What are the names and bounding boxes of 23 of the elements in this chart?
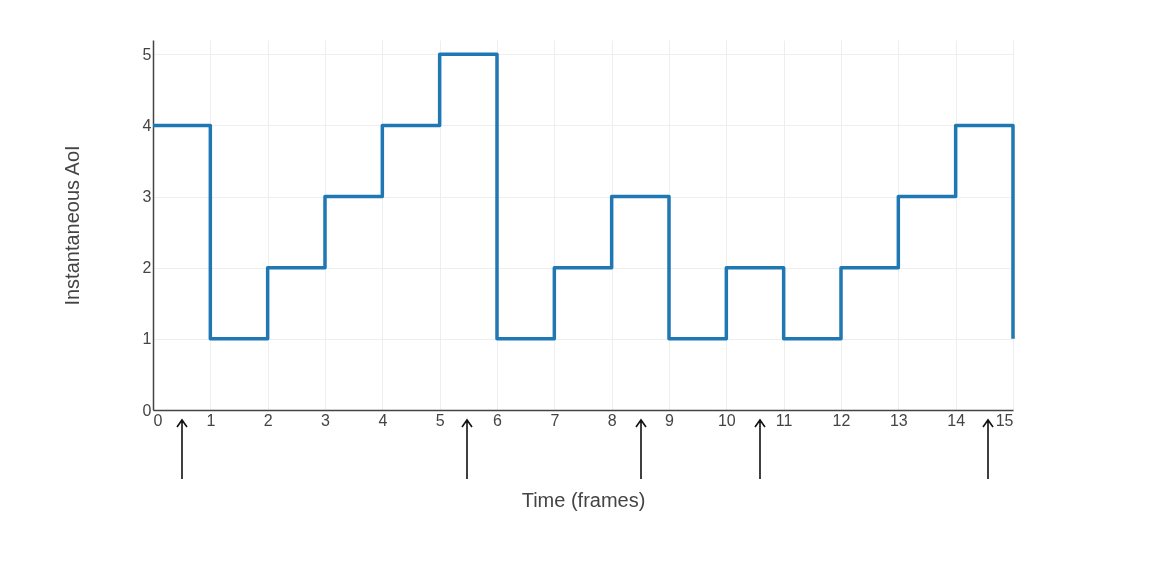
x-tick-label: 3 bbox=[321, 411, 331, 429]
x-tick-label: 13 bbox=[889, 411, 908, 429]
y-axis-title: Instantaneous AoI bbox=[60, 145, 83, 306]
x-tick-label: 9 bbox=[665, 411, 675, 429]
x-tick-label: 5 bbox=[435, 411, 445, 429]
y-tick-label: 1 bbox=[142, 330, 152, 348]
x-tick-label: 0 bbox=[153, 411, 163, 429]
x-tick-label: 4 bbox=[378, 411, 388, 429]
x-tick-label: 1 bbox=[206, 411, 216, 429]
x-tick-label: 2 bbox=[263, 411, 273, 429]
x-tick-label: 11 bbox=[775, 411, 793, 429]
x-tick-label: 10 bbox=[717, 411, 736, 429]
x-tick-label: 14 bbox=[947, 411, 966, 429]
y-tick-label: 5 bbox=[142, 45, 152, 63]
x-tick-label: 6 bbox=[493, 411, 503, 429]
y-tick-label: 2 bbox=[142, 259, 152, 277]
x-tick-label: 15 bbox=[995, 411, 1014, 429]
y-tick-label: 3 bbox=[142, 188, 152, 206]
x-tick-label: 7 bbox=[550, 411, 560, 429]
x-tick-label: 8 bbox=[607, 411, 617, 429]
x-tick-label: 12 bbox=[832, 411, 851, 429]
y-tick-label: 4 bbox=[142, 116, 152, 134]
x-axis-title: Time (frames) bbox=[521, 488, 646, 511]
